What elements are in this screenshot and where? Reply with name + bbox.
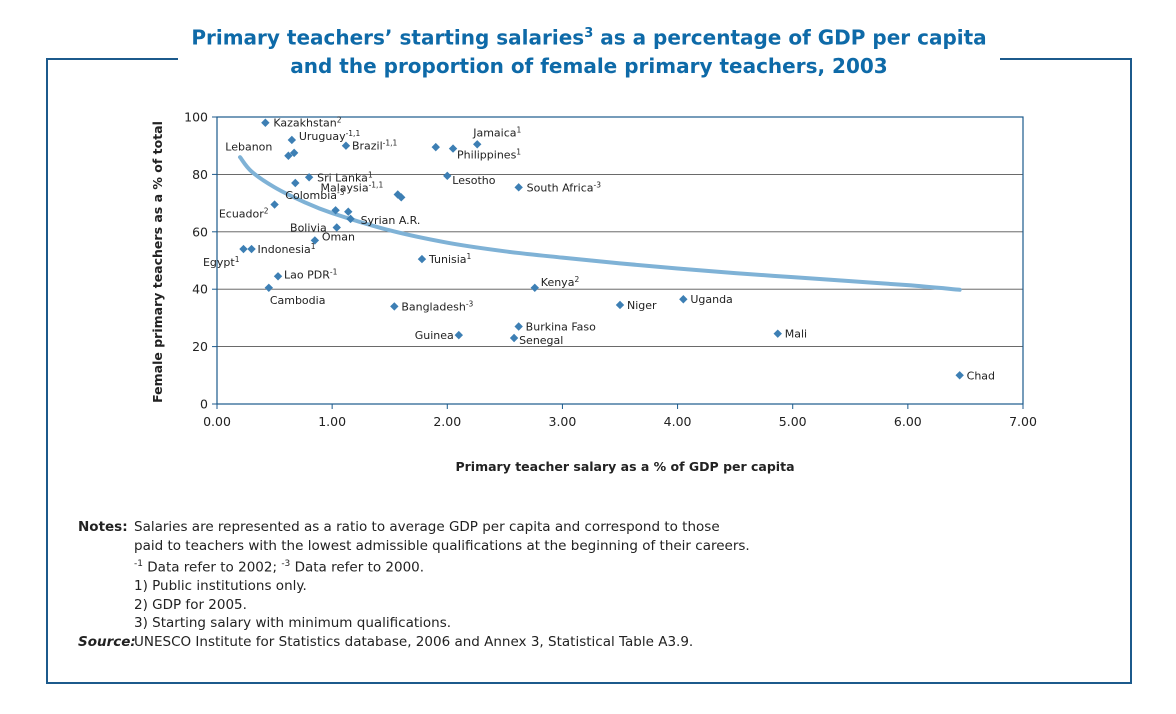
point-label: South Africa-3 — [527, 180, 602, 194]
title-line-1: Primary teachers’ starting salaries3 as … — [191, 25, 987, 50]
notes-line-2: paid to teachers with the lowest admissi… — [134, 537, 750, 554]
data-point — [287, 135, 297, 145]
data-point — [247, 244, 256, 254]
data-point — [289, 148, 299, 158]
point-label: Brazil-1,1 — [352, 139, 398, 153]
notes-line-3: -1 Data refer to 2002; -3 Data refer to … — [134, 559, 425, 576]
data-point — [332, 223, 341, 232]
point-label: Cambodia — [270, 294, 326, 307]
y-tick-label: 80 — [192, 167, 208, 182]
data-point — [284, 151, 293, 160]
x-tick-label: 6.00 — [894, 414, 922, 429]
notes-line-5: 2) GDP for 2005. — [134, 596, 247, 613]
data-point — [291, 178, 300, 188]
notes-section: Notes: Salaries are represented as a rati… — [78, 518, 978, 651]
data-point — [331, 206, 340, 215]
trend-line — [238, 155, 962, 292]
point-label: Egypt1 — [203, 255, 240, 269]
point-label: Jamaica1 — [472, 125, 521, 139]
data-point — [773, 329, 782, 338]
data-point — [514, 183, 523, 192]
data-point — [304, 173, 314, 182]
point-label: Kazakhstan2 — [273, 116, 341, 130]
y-tick-label: 20 — [192, 339, 208, 354]
point-label: Uruguay-1,1 — [299, 129, 361, 143]
y-axis-label: Female primary teachers as a % of total — [150, 121, 165, 403]
data-point — [273, 272, 283, 281]
x-tick-label: 0.00 — [203, 414, 231, 429]
point-label: Lebanon — [225, 141, 272, 154]
data-point — [448, 144, 458, 153]
data-point — [514, 322, 523, 331]
point-label: Oman — [322, 230, 355, 243]
data-point — [615, 300, 625, 310]
y-tick-label: 100 — [184, 110, 208, 125]
x-tick-label: 4.00 — [664, 414, 692, 429]
data-point — [530, 283, 539, 292]
axis-ticks: 0 20 40 60 80 100 0.00 1.00 2.00 3.00 4.00 5.00 6.00… — [184, 110, 1037, 430]
point-label: Guinea — [415, 329, 454, 342]
data-point — [473, 140, 482, 149]
y-tick-label: 60 — [192, 224, 208, 239]
data-point — [390, 302, 399, 311]
data-point — [417, 254, 427, 264]
data-point — [341, 141, 351, 150]
x-tick-label: 3.00 — [549, 414, 577, 429]
source-line: Source:UNESCO Institute for Statistics d… — [78, 633, 694, 650]
data-point — [443, 171, 452, 181]
point-label: Bangladesh-3 — [401, 299, 473, 313]
point-label: Lesotho — [452, 174, 495, 187]
data-point — [270, 200, 279, 209]
point-label: Mali — [785, 328, 807, 341]
notes-line-6: 3) Starting salary with minimum qualific… — [134, 615, 452, 631]
point-label: Sri Lanka1 — [317, 170, 373, 184]
notes-line-1: Notes: Salaries are represented as a rati… — [78, 519, 720, 535]
data-point — [955, 371, 964, 380]
data-point — [239, 244, 248, 254]
point-label: Kenya2 — [541, 275, 580, 289]
y-tick-label: 40 — [192, 282, 208, 297]
x-tick-label: 1.00 — [318, 414, 346, 429]
data-point — [261, 118, 270, 127]
data-points — [239, 118, 964, 380]
plot-border — [216, 116, 1024, 405]
point-label: Uganda — [690, 293, 732, 306]
point-label: Burkina Faso — [526, 321, 596, 334]
point-label: Niger — [627, 299, 657, 312]
x-axis-label: Primary teacher salary as a % of GDP per… — [455, 459, 794, 474]
data-point — [344, 207, 353, 216]
data-point — [397, 193, 406, 202]
point-label: Senegal — [519, 334, 563, 347]
notes-label: Notes: — [78, 519, 128, 535]
data-point — [454, 330, 463, 340]
point-label: Lao PDR-1 — [284, 267, 338, 281]
notes-line-4: 1) Public institutions only. — [134, 578, 307, 594]
grid-lines — [217, 173, 1023, 348]
x-tick-label: 5.00 — [779, 414, 807, 429]
data-point — [431, 142, 440, 152]
point-label: Tunisia1 — [428, 252, 472, 266]
title-line-2: and the proportion of female primary tea… — [290, 53, 888, 78]
source-label: Source: — [78, 633, 136, 650]
point-label: Malaysia-1,1 — [321, 180, 384, 194]
x-tick-label: 2.00 — [433, 414, 461, 429]
point-label: Chad — [967, 369, 995, 382]
point-label: Ecuador2 — [219, 207, 269, 221]
point-label: Indonesia1 — [258, 242, 316, 256]
x-tick-label: 7.00 — [1009, 414, 1037, 429]
point-label: Bolivia — [290, 221, 327, 234]
chart-title: Primary teachers’ starting salaries3 as … — [178, 20, 1000, 78]
point-label: Colombia-3 — [285, 188, 344, 202]
point-label: Philippines1 — [457, 148, 521, 162]
data-point — [346, 214, 355, 224]
data-point — [310, 236, 320, 245]
point-label: Syrian A.R. — [361, 214, 421, 227]
data-point — [509, 333, 519, 343]
data-point — [679, 295, 688, 304]
y-tick-label: 0 — [200, 397, 208, 412]
data-point — [264, 283, 274, 292]
